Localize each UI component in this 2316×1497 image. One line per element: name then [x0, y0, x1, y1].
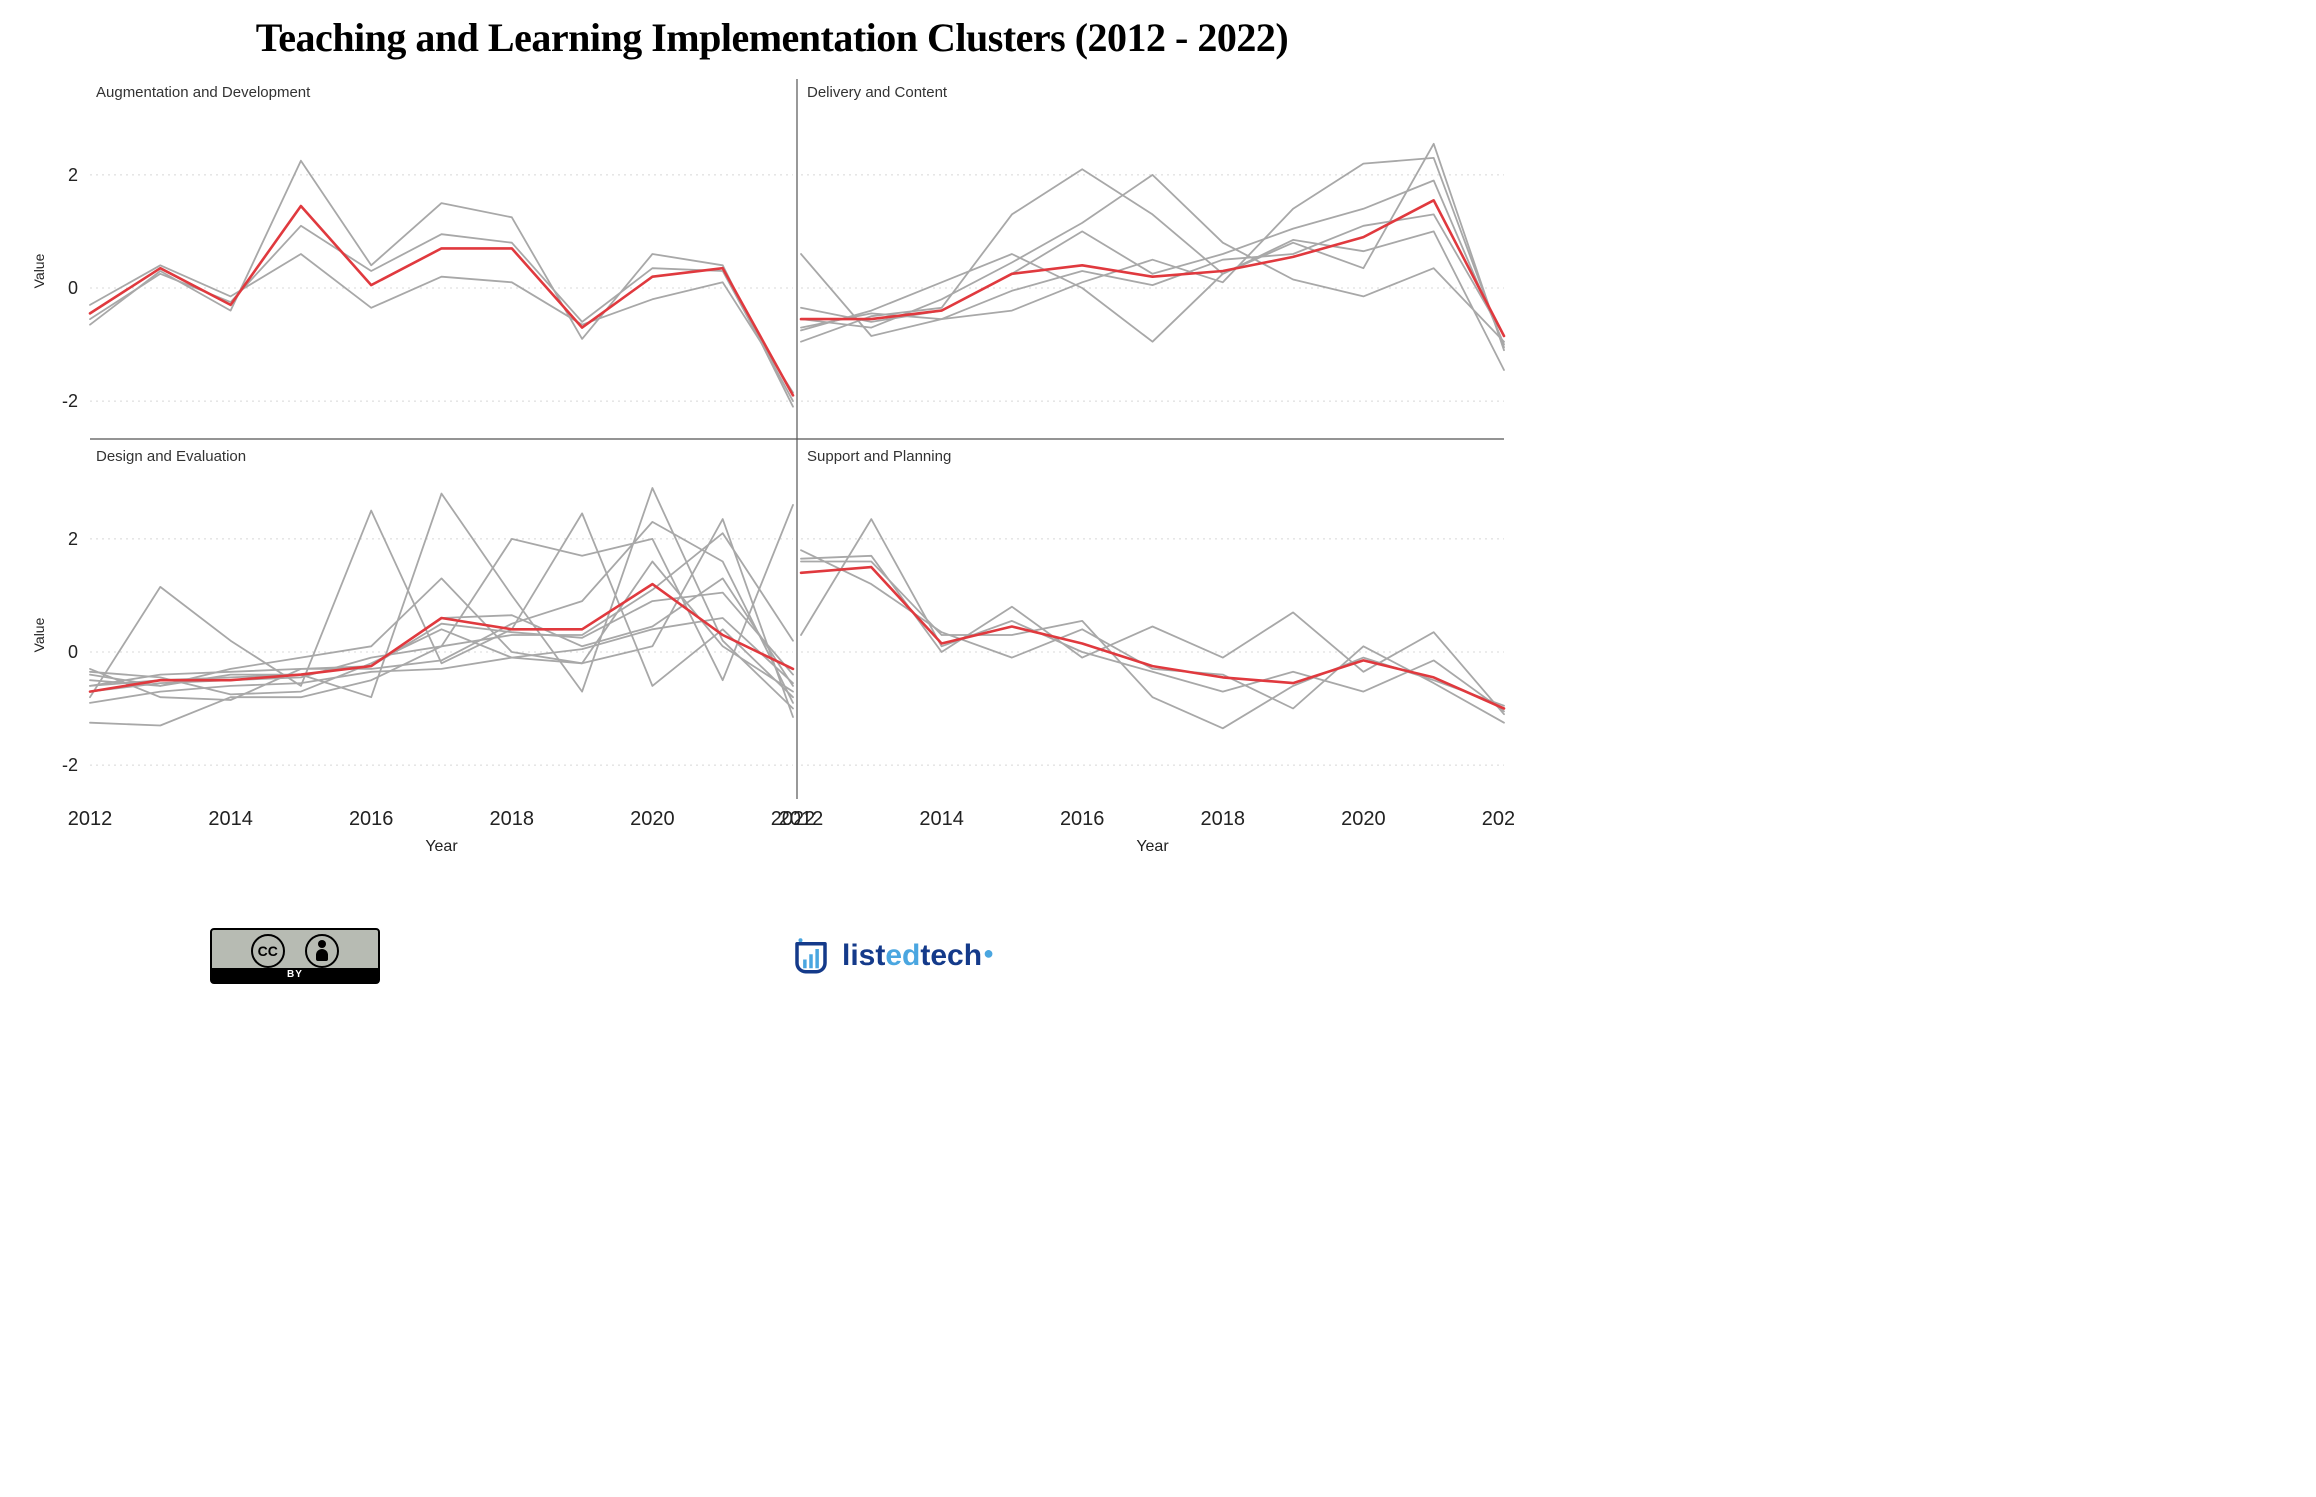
y-tick-label: -2	[62, 391, 78, 411]
x-tick-label: 2020	[630, 808, 675, 830]
facet-title: Delivery and Content	[807, 84, 948, 101]
footer: CC BY listedtech●	[0, 922, 1544, 992]
y-tick-label: 0	[68, 278, 78, 298]
brand-list: list	[842, 939, 885, 972]
page: Teaching and Learning Implementation Clu…	[0, 0, 1544, 998]
x-tick-label: 2016	[1060, 808, 1105, 830]
facet-title: Design and Evaluation	[96, 448, 246, 465]
x-tick-label: 2012	[68, 808, 113, 830]
y-tick-label: 0	[68, 642, 78, 662]
x-tick-label: 2012	[779, 808, 824, 830]
by-person-icon	[305, 934, 339, 968]
x-tick-label: 2020	[1341, 808, 1386, 830]
x-tick-label: 2022	[1482, 808, 1514, 830]
brand-tech: tech	[920, 939, 982, 972]
y-axis-label: Value	[31, 253, 47, 288]
facet-title: Support and Planning	[807, 448, 951, 465]
x-tick-label: 2018	[1201, 808, 1246, 830]
y-axis-label: Value	[31, 617, 47, 652]
cc-by-label: BY	[212, 968, 378, 982]
y-tick-label: -2	[62, 755, 78, 775]
facet-grid: Augmentation and Development Delivery and…	[30, 69, 1514, 869]
x-tick-label: 2016	[349, 808, 394, 830]
cc-by-badge: CC BY	[210, 928, 380, 984]
x-tick-label: 2018	[490, 808, 535, 830]
x-axis-label: Year	[1136, 838, 1169, 855]
x-tick-label: 2014	[919, 808, 964, 830]
facet-title: Augmentation and Development	[96, 84, 311, 101]
x-axis-label: Year	[425, 838, 458, 855]
plot-area: Augmentation and Development Delivery and…	[30, 69, 1514, 869]
x-tick-label: 2014	[208, 808, 253, 830]
brand-text: listedtech●	[842, 939, 993, 973]
brand-ed: ed	[885, 939, 920, 972]
brand: listedtech●	[790, 930, 993, 982]
cc-icon: CC	[251, 934, 285, 968]
y-tick-label: 2	[68, 165, 78, 185]
brand-logo-icon	[790, 935, 832, 977]
page-title: Teaching and Learning Implementation Clu…	[30, 14, 1514, 61]
y-tick-label: 2	[68, 529, 78, 549]
brand-dot: ●	[983, 943, 994, 963]
